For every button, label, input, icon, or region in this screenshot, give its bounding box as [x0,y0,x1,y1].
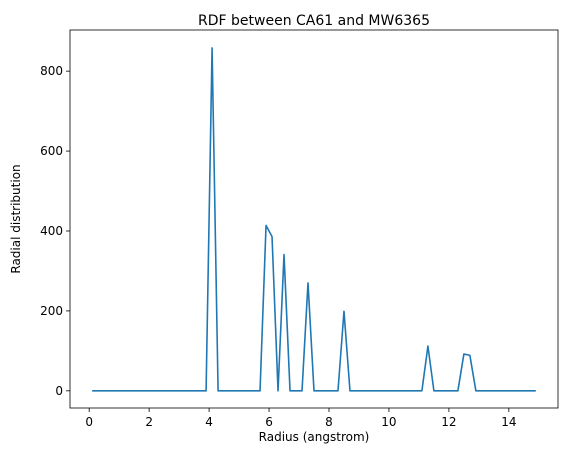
chart-title: RDF between CA61 and MW6365 [198,13,430,29]
x-tick-label: 8 [325,415,333,429]
x-tick-label: 4 [205,415,213,429]
x-tick-label: 0 [85,415,93,429]
y-tick-label: 200 [40,304,63,318]
x-axis-ticks: 0 2 4 6 8 10 12 14 [85,408,516,429]
x-tick-label: 6 [265,415,273,429]
axes-frame [69,29,559,409]
x-tick-label: 14 [501,415,516,429]
x-tick-label: 10 [381,415,396,429]
x-tick-label: 12 [441,415,456,429]
y-axis-label: Radial distribution [9,164,23,273]
y-axis-ticks: 0 200 400 600 800 [40,64,70,398]
y-tick-label: 800 [40,64,63,78]
y-tick-label: 0 [55,384,63,398]
x-tick-label: 2 [145,415,153,429]
x-axis-label: Radius (angstrom) [259,430,370,444]
y-tick-label: 600 [40,144,63,158]
y-tick-label: 400 [40,224,63,238]
series-line [92,47,536,392]
plot-area [70,10,558,406]
